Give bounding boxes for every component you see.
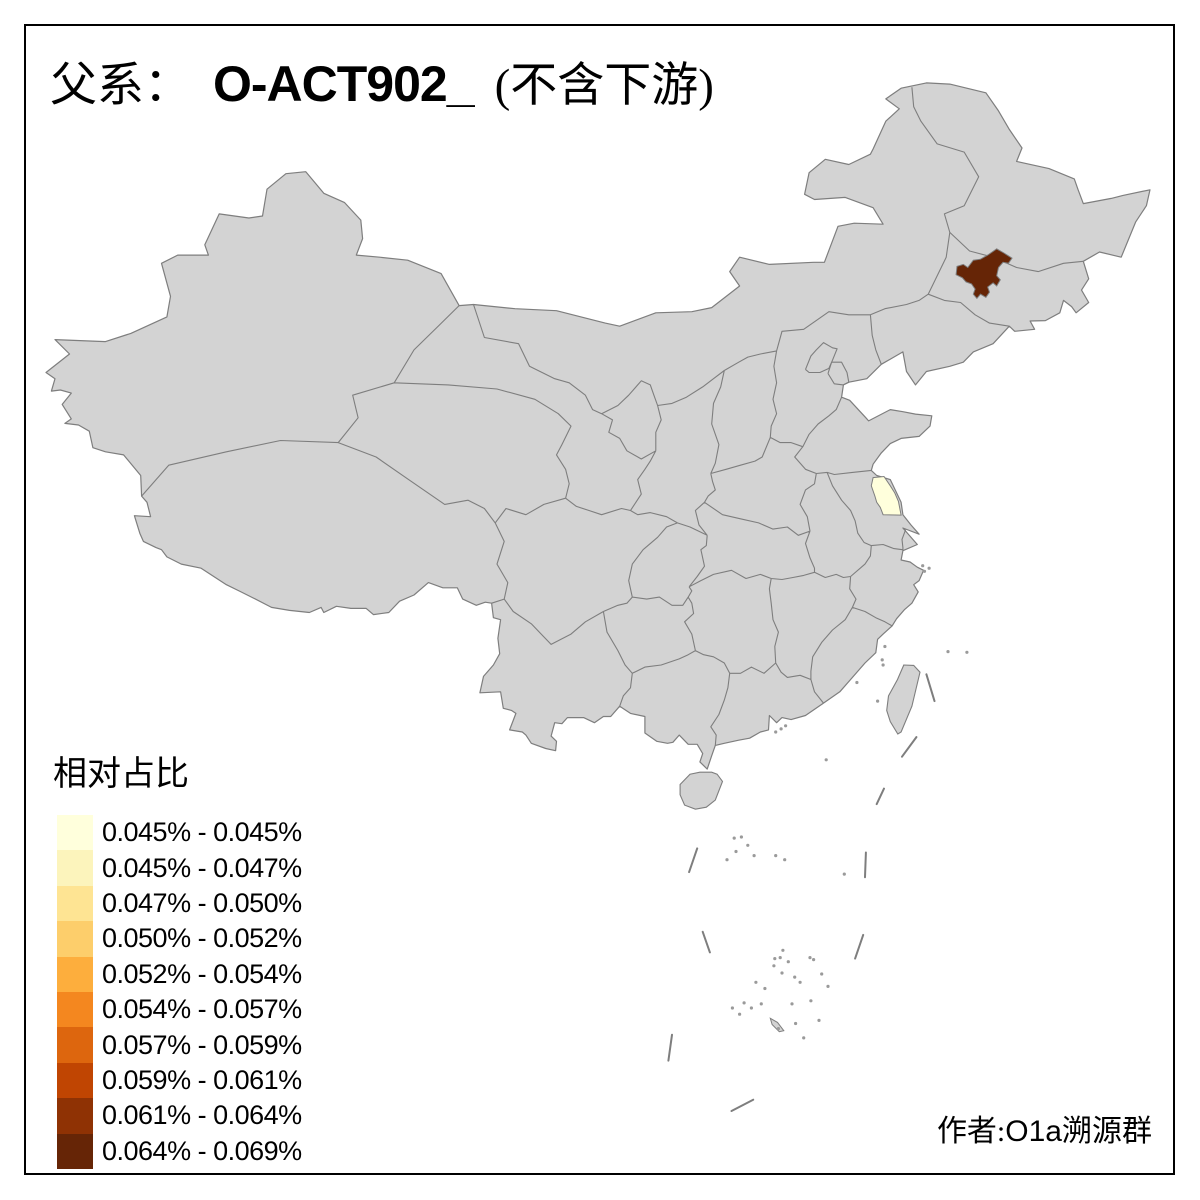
legend-label: 0.052% - 0.054% xyxy=(102,958,302,989)
small-island-speck xyxy=(752,854,756,858)
small-island-speck xyxy=(946,650,950,654)
small-island-speck xyxy=(786,960,790,964)
legend-swatch xyxy=(57,921,93,957)
title-prefix: 父系： xyxy=(50,60,191,112)
legend-swatch xyxy=(57,1098,93,1134)
legend-label: 0.045% - 0.045% xyxy=(102,817,302,848)
spratly-islet xyxy=(769,1017,785,1033)
small-island-speck xyxy=(739,835,744,839)
small-island-speck xyxy=(883,644,887,649)
small-island-speck xyxy=(809,999,813,1003)
legend-swatch xyxy=(57,815,93,851)
map-region-changchun-area xyxy=(955,248,1013,300)
small-island-speck xyxy=(881,663,885,667)
legend-label: 0.057% - 0.059% xyxy=(102,1029,302,1060)
small-island-speck xyxy=(774,730,778,734)
small-island-speck xyxy=(783,858,787,862)
legend-item: 0.057% - 0.059% xyxy=(57,1027,302,1063)
small-island-speck xyxy=(780,971,784,975)
small-island-speck xyxy=(855,680,859,685)
small-island-speck xyxy=(794,1021,798,1026)
legend-swatch xyxy=(57,850,93,886)
legend-swatch xyxy=(57,1133,93,1169)
legend-swatch xyxy=(57,991,93,1028)
legend-item: 0.064% - 0.069% xyxy=(57,1133,302,1169)
small-island-speck xyxy=(880,658,884,662)
province-borders xyxy=(141,87,1084,746)
legend-label: 0.064% - 0.069% xyxy=(102,1135,302,1166)
small-island-speck xyxy=(817,1018,821,1023)
legend-item: 0.047% - 0.050% xyxy=(57,885,302,922)
small-island-speck xyxy=(784,724,788,728)
small-island-speck xyxy=(798,980,802,984)
map-region-yancheng-area xyxy=(870,475,902,516)
legend-item: 0.052% - 0.054% xyxy=(57,956,302,992)
legend-item: 0.059% - 0.061% xyxy=(57,1062,302,1099)
legend-item: 0.045% - 0.045% xyxy=(57,815,302,851)
legend-label: 0.059% - 0.061% xyxy=(102,1064,302,1095)
small-island-speck xyxy=(922,569,927,573)
small-island-speck xyxy=(826,984,830,989)
small-island-speck xyxy=(927,566,931,570)
small-island-speck xyxy=(793,975,797,979)
small-island-speck xyxy=(773,957,777,961)
title-haplogroup-code: O-ACT902_ xyxy=(213,56,475,112)
small-island-speck xyxy=(774,854,778,858)
small-island-speck xyxy=(778,956,782,960)
legend-rows: 0.045% - 0.045% 0.045% - 0.047% 0.047% - 0… xyxy=(57,815,302,1169)
small-island-speck xyxy=(921,564,925,568)
small-island-speck xyxy=(965,650,969,654)
legend-item: 0.054% - 0.057% xyxy=(57,991,302,1028)
hainan-island xyxy=(679,771,724,810)
china-mainland-outline xyxy=(45,82,1151,770)
small-island-speck xyxy=(824,758,828,762)
small-island-speck xyxy=(808,956,812,960)
attribution-latin: O1a xyxy=(1005,1115,1062,1148)
legend-label: 0.045% - 0.047% xyxy=(102,852,302,883)
legend: 相对占比 0.045% - 0.045% 0.045% - 0.047% 0.047… xyxy=(53,746,302,1169)
small-island-speck xyxy=(790,1002,794,1006)
attribution-prefix: 作者: xyxy=(936,1115,1006,1148)
small-island-speck xyxy=(802,1036,806,1040)
small-island-speck xyxy=(759,1002,763,1006)
legend-swatch xyxy=(57,885,93,922)
small-island-speck xyxy=(779,727,783,731)
small-island-speck xyxy=(812,958,816,962)
small-island-speck xyxy=(842,872,846,876)
title-suffix: (不含下游) xyxy=(494,60,714,112)
nine-dash-line xyxy=(667,673,936,1112)
legend-item: 0.050% - 0.052% xyxy=(57,921,302,957)
small-island-speck xyxy=(738,1012,742,1016)
attribution: 作者:O1a溯源群 xyxy=(937,1106,1152,1150)
small-island-speck xyxy=(754,980,758,984)
small-island-speck xyxy=(772,964,776,968)
small-island-speck xyxy=(876,699,880,703)
page-title: 父系： O-ACT902_ (不含下游) xyxy=(50,56,714,114)
small-island-speck xyxy=(749,1006,754,1010)
legend-label: 0.047% - 0.050% xyxy=(102,887,302,918)
legend-swatch xyxy=(57,1027,93,1063)
legend-label: 0.061% - 0.064% xyxy=(102,1100,302,1131)
legend-item: 0.061% - 0.064% xyxy=(57,1098,302,1134)
small-island-speck xyxy=(746,843,750,847)
small-island-speck xyxy=(725,858,729,862)
taiwan-island xyxy=(886,664,921,735)
small-island-speck xyxy=(732,836,736,840)
legend-swatch xyxy=(57,1062,93,1099)
small-island-speck xyxy=(734,849,738,854)
legend-label: 0.050% - 0.052% xyxy=(102,923,302,954)
legend-title: 相对占比 xyxy=(53,756,189,793)
small-island-speck xyxy=(781,948,785,952)
legend-label: 0.054% - 0.057% xyxy=(102,994,302,1025)
legend-swatch xyxy=(57,956,93,992)
legend-item: 0.045% - 0.047% xyxy=(57,850,302,886)
small-island-speck xyxy=(730,1006,735,1010)
small-island-speck xyxy=(820,972,824,976)
small-island-speck xyxy=(763,986,767,991)
small-island-speck xyxy=(742,1001,746,1005)
attribution-suffix: 溯源群 xyxy=(1062,1115,1152,1148)
small-island-speck xyxy=(776,1027,781,1031)
